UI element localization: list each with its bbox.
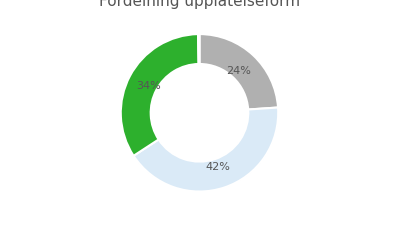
Wedge shape [134,108,278,192]
Text: 24%: 24% [226,66,251,76]
Text: 34%: 34% [136,81,161,91]
Wedge shape [198,34,200,64]
Text: 42%: 42% [205,162,230,172]
Title: Fördelning upplåtelseform: Fördelning upplåtelseform [99,0,300,9]
Wedge shape [200,34,278,109]
Wedge shape [121,34,199,156]
